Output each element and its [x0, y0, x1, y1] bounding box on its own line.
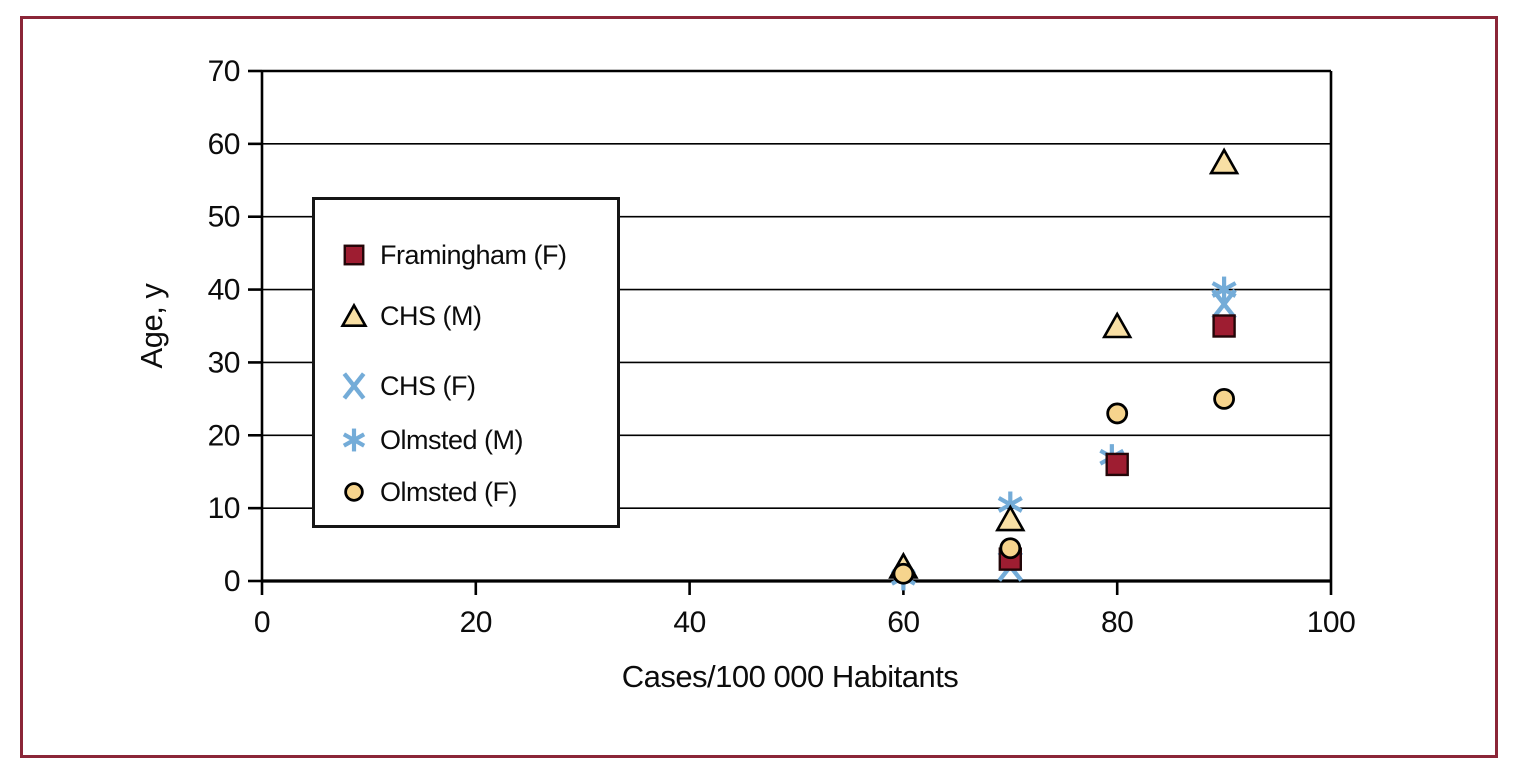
data-point [995, 504, 1026, 532]
y-tick-label: 60 [208, 128, 240, 161]
marker-circle [999, 537, 1022, 560]
legend-label: Framingham (F) [380, 240, 567, 270]
legend-item: CHS (F) [337, 371, 476, 401]
y-tick-label: 40 [208, 274, 240, 307]
marker-square [343, 244, 365, 266]
legend-marker-circle-icon [344, 482, 364, 502]
legend-marker-square-icon [343, 244, 365, 266]
data-point [1105, 452, 1129, 477]
marker-triangle [1208, 147, 1240, 175]
marker-circle [1106, 402, 1129, 425]
legend-item: CHS (M) [337, 301, 482, 331]
legend-item: Olmsted (F) [337, 477, 518, 507]
marker-x [342, 372, 366, 400]
x-tick-label: 60 [887, 606, 919, 639]
legend-marker-x-icon [342, 372, 366, 400]
data-point [1106, 402, 1129, 425]
x-tick-label: 40 [673, 606, 705, 639]
y-tick-label: 50 [208, 201, 240, 234]
y-tick-label: 70 [208, 55, 240, 88]
marker-x [1211, 288, 1237, 320]
marker-circle [1213, 387, 1235, 410]
y-tick-label: 10 [208, 492, 240, 525]
marker-circle [892, 562, 915, 585]
data-point [1211, 288, 1237, 320]
legend-item: Framingham (F) [337, 240, 567, 270]
marker-triangle [1101, 311, 1133, 339]
marker-triangle [340, 302, 368, 327]
data-point [999, 537, 1022, 560]
y-axis-label: Age, y [134, 283, 169, 369]
y-tick-label: 30 [208, 346, 240, 379]
x-tick-label: 20 [460, 606, 492, 639]
legend: Framingham (F) CHS (M) CHS (F) Olmsted (M) O… [312, 197, 620, 528]
data-point [1213, 387, 1235, 410]
y-tick-label: 20 [208, 419, 240, 452]
data-point [1212, 314, 1236, 338]
marker-triangle [995, 504, 1026, 532]
x-axis-label: Cases/100 000 Habitants [622, 659, 959, 694]
y-tick-label: 0 [224, 565, 240, 598]
legend-label: CHS (M) [380, 301, 482, 331]
data-point [892, 562, 915, 585]
marker-circle [344, 482, 364, 502]
x-tick-label: 100 [1307, 606, 1356, 639]
x-tick-label: 0 [254, 606, 270, 639]
marker-square [1212, 314, 1236, 338]
marker-square [1105, 452, 1129, 477]
legend-label: CHS (F) [380, 371, 476, 401]
figure-border [20, 16, 1498, 758]
legend-label: Olmsted (M) [380, 425, 524, 455]
legend-marker-asterisk-icon [342, 428, 366, 452]
data-point [1101, 311, 1133, 339]
legend-label: Olmsted (F) [380, 477, 518, 507]
x-tick-label: 80 [1101, 606, 1133, 639]
legend-marker-triangle-icon [340, 302, 368, 327]
marker-asterisk [342, 432, 366, 448]
legend-item: Olmsted (M) [337, 425, 524, 455]
data-point [1208, 147, 1240, 175]
